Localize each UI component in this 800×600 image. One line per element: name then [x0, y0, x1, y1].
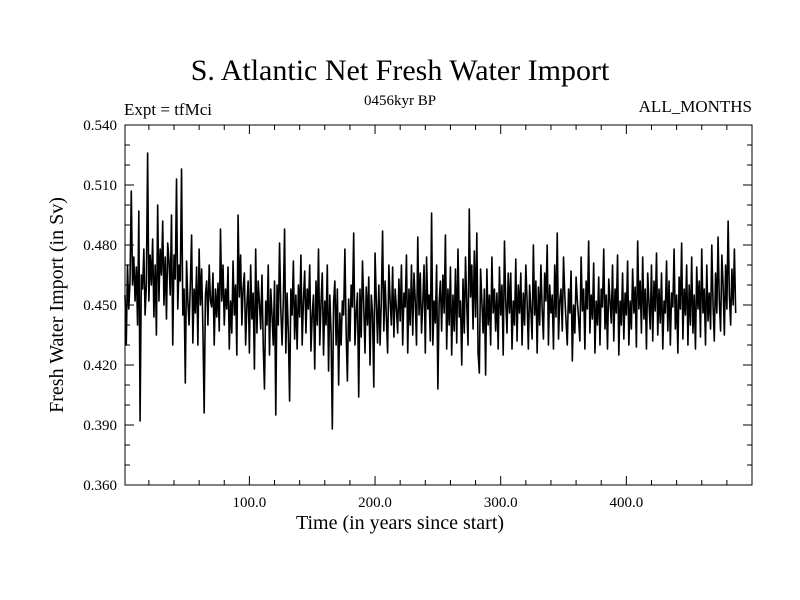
y-tick-label: 0.480	[83, 238, 117, 254]
x-tick-label: 100.0	[233, 495, 267, 511]
y-tick-label: 0.540	[83, 118, 117, 134]
x-tick-label: 200.0	[358, 495, 392, 511]
x-tick-labels: 100.0 200.0 300.0 400.0	[233, 495, 644, 511]
x-axis-label: Time (in years since start)	[295, 512, 505, 534]
y-tick-label: 0.390	[83, 418, 117, 434]
experiment-label: Expt = tfMci	[124, 100, 212, 119]
chart-title: S. Atlantic Net Fresh Water Import	[190, 54, 610, 87]
x-tick-label: 300.0	[484, 495, 518, 511]
y-axis-label: Fresh Water Import (in Sv)	[46, 197, 68, 413]
y-tick-label: 0.450	[83, 298, 117, 314]
y-tick-label: 0.420	[83, 358, 117, 374]
months-label: ALL_MONTHS	[638, 97, 752, 116]
y-tick-label: 0.510	[83, 178, 117, 194]
y-tick-labels: 0.360 0.390 0.420 0.450 0.480 0.510 0.540	[83, 118, 117, 494]
y-tick-label: 0.360	[83, 478, 117, 494]
x-tick-label: 400.0	[609, 495, 643, 511]
chart-subtitle: 0456kyr BP	[363, 93, 437, 109]
series-line	[124, 152, 737, 430]
axis-ticks	[125, 124, 752, 486]
